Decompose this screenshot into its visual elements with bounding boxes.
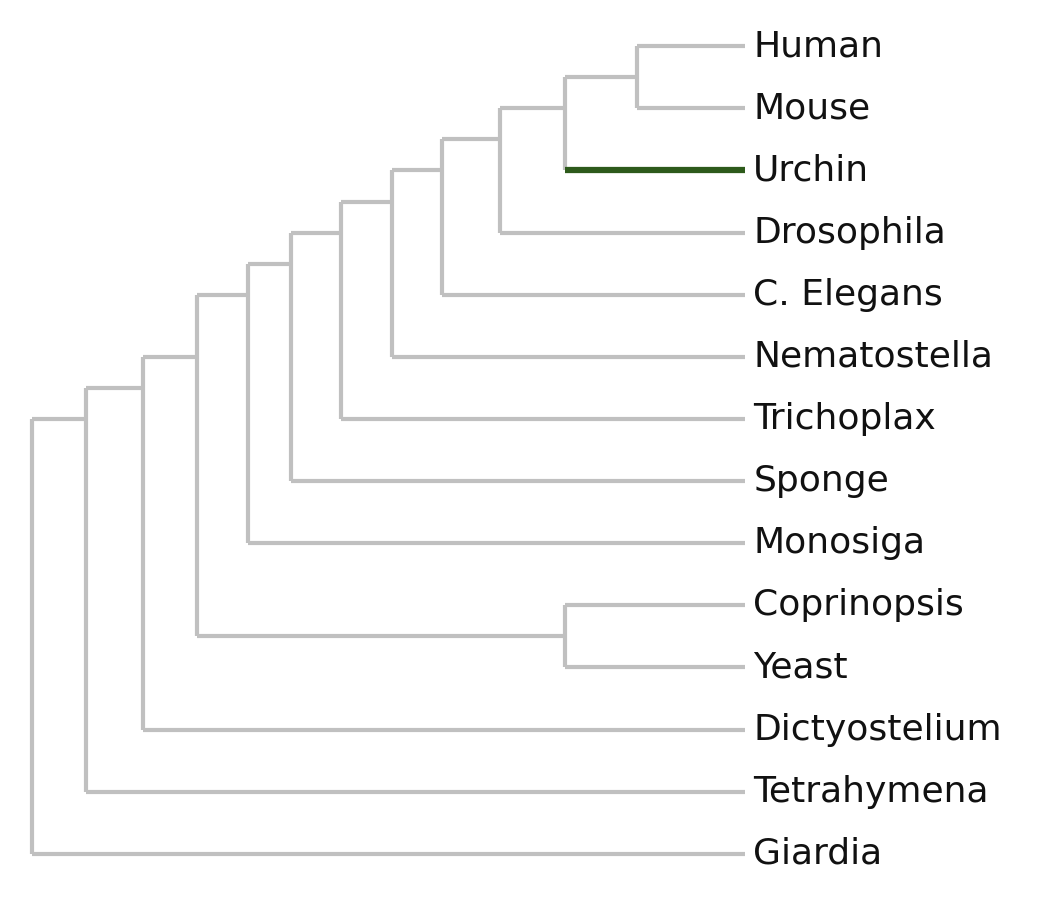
Text: Nematostella: Nematostella	[753, 340, 993, 374]
Text: C. Elegans: C. Elegans	[753, 278, 943, 311]
Text: Tetrahymena: Tetrahymena	[753, 775, 989, 808]
Text: Dictyostelium: Dictyostelium	[753, 713, 1002, 746]
Text: Monosiga: Monosiga	[753, 526, 925, 560]
Text: Urchin: Urchin	[753, 154, 870, 187]
Text: Coprinopsis: Coprinopsis	[753, 589, 964, 622]
Text: Human: Human	[753, 30, 883, 63]
Text: Trichoplax: Trichoplax	[753, 402, 936, 436]
Text: Drosophila: Drosophila	[753, 216, 946, 249]
Text: Yeast: Yeast	[753, 651, 848, 684]
Text: Sponge: Sponge	[753, 464, 889, 498]
Text: Mouse: Mouse	[753, 92, 871, 125]
Text: Giardia: Giardia	[753, 837, 882, 870]
